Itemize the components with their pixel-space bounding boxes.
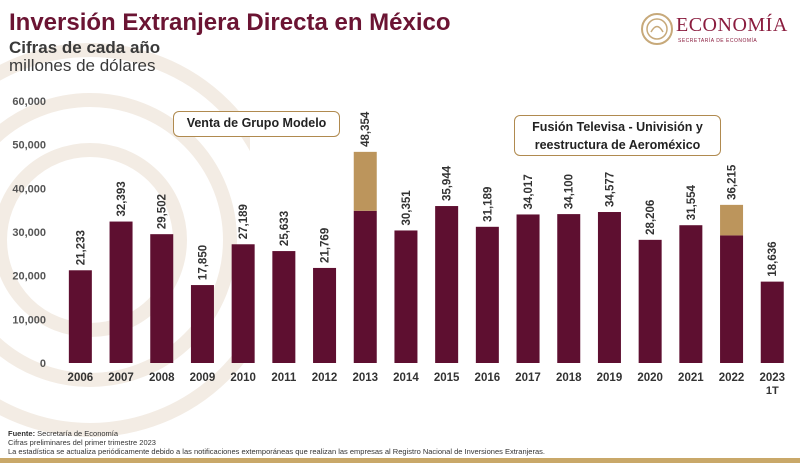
data-label-2008: 29,502 <box>157 194 169 229</box>
annotation-televisa: Fusión Televisa - Univisión y reestructu… <box>514 115 721 156</box>
bar-2015 <box>435 206 459 363</box>
y-axis: 0 10,000 20,000 30,000 40,000 50,000 60,000 <box>12 96 46 370</box>
economia-logo: ECONOMÍA SECRETARÍA DE ECONOMÍA <box>640 12 790 52</box>
x-tick-label: 2020 <box>637 372 663 384</box>
x-tick-label: 2007 <box>108 372 134 384</box>
y-tick-label: 30,000 <box>12 227 46 239</box>
data-label-2019: 34,577 <box>604 172 616 207</box>
x-tick-label: 2021 <box>678 372 704 384</box>
bar-2022 <box>720 235 744 363</box>
annotation-televisa-line2: reestructura de Aeroméxico <box>534 138 701 152</box>
x-tick-label: 2013 <box>352 372 378 384</box>
bar-2019 <box>597 212 621 363</box>
x-tick-label: 2008 <box>149 372 175 384</box>
data-label-2022: 36,215 <box>727 164 739 200</box>
x-tick-sublabel: 1T <box>766 385 779 397</box>
x-tick-label: 2011 <box>271 372 297 384</box>
data-label-2016: 31,189 <box>482 187 494 222</box>
y-tick-label: 40,000 <box>12 183 46 195</box>
x-tick-label: 2019 <box>597 372 623 384</box>
bar-2008 <box>150 234 174 363</box>
x-tick-label: 2016 <box>475 372 501 384</box>
bars <box>68 151 784 363</box>
x-tick-label: 2012 <box>312 372 338 384</box>
data-label-2018: 34,100 <box>564 174 576 209</box>
data-label-2007: 32,393 <box>116 181 128 216</box>
bar-2020 <box>638 239 662 363</box>
data-label-2012: 21,769 <box>320 228 332 263</box>
data-label-2010: 27,189 <box>238 204 250 239</box>
page-title: Inversión Extranjera Directa en México <box>9 9 451 36</box>
footer-source-text: Secretaría de Economía <box>35 429 119 438</box>
footer-notes: Fuente: Secretaría de Economía Cifras pr… <box>8 429 545 456</box>
bar-2011 <box>272 251 296 363</box>
bottom-band <box>0 458 800 463</box>
bar-2009 <box>190 285 214 363</box>
bar-segment-2022 <box>720 204 744 236</box>
bar-2014 <box>394 230 418 363</box>
data-label-2020: 28,206 <box>645 200 657 235</box>
bar-2017 <box>516 214 540 363</box>
x-tick-label: 2022 <box>719 372 745 384</box>
data-label-2009: 17,850 <box>197 245 209 280</box>
bar-2013 <box>353 210 377 363</box>
logo-name: ECONOMÍA <box>676 14 788 36</box>
bar-2012 <box>313 267 337 363</box>
bar-2021 <box>679 225 703 363</box>
bar-segment-2013 <box>353 151 377 211</box>
y-tick-label: 10,000 <box>12 314 46 326</box>
bar-2016 <box>475 226 499 363</box>
x-tick-label: 2017 <box>515 372 541 384</box>
x-tick-label: 2006 <box>68 372 94 384</box>
logo-subname: SECRETARÍA DE ECONOMÍA <box>678 38 758 44</box>
data-label-2015: 35,944 <box>442 165 454 201</box>
data-label-2023: 18,636 <box>767 241 779 276</box>
x-tick-label: 2018 <box>556 372 582 384</box>
data-label-2021: 31,554 <box>686 184 698 220</box>
annotation-televisa-line1: Fusión Televisa - Univisión y <box>532 120 703 134</box>
footer-source-label: Fuente: <box>8 429 36 438</box>
units-label: millones de dólares <box>9 56 156 75</box>
data-label-2013: 48,354 <box>360 111 372 147</box>
page-subtitle: Cifras de cada año <box>9 38 161 57</box>
bar-2006 <box>68 270 92 363</box>
footer-note-preliminary: Cifras preliminares del primer trimestre… <box>8 438 156 447</box>
x-tick-label: 2023 <box>759 372 785 384</box>
x-tick-label: 2014 <box>393 372 419 384</box>
data-label-2006: 21,233 <box>75 230 87 265</box>
data-label-2011: 25,633 <box>279 211 291 246</box>
x-tick-label: 2015 <box>434 372 460 384</box>
x-tick-label: 2010 <box>230 372 256 384</box>
value-labels: 21,233 32,393 29,502 17,850 27,189 25,633 21,7… <box>75 111 779 280</box>
annotation-grupo-modelo-text: Venta de Grupo Modelo <box>186 116 327 130</box>
data-label-2017: 34,017 <box>523 174 535 209</box>
bar-2007 <box>109 221 133 363</box>
footer-source: Fuente: Secretaría de Economía <box>8 429 545 438</box>
bar-2010 <box>231 244 255 363</box>
x-axis: 2006 2007 2008 2009 2010 2011 2012 2013 2014 2015… <box>68 372 785 397</box>
footer-note-update: La estadística se actualiza periódicamen… <box>8 447 545 456</box>
y-tick-label: 60,000 <box>12 96 46 108</box>
y-tick-label: 20,000 <box>12 271 46 283</box>
x-tick-label: 2009 <box>190 372 216 384</box>
data-label-2014: 30,351 <box>401 190 413 226</box>
bar-2023 <box>760 281 784 363</box>
y-tick-label: 50,000 <box>12 140 46 152</box>
bar-2018 <box>557 214 581 363</box>
annotation-grupo-modelo: Venta de Grupo Modelo <box>173 111 340 137</box>
seal-icon <box>641 13 673 45</box>
y-tick-label: 0 <box>40 358 46 370</box>
